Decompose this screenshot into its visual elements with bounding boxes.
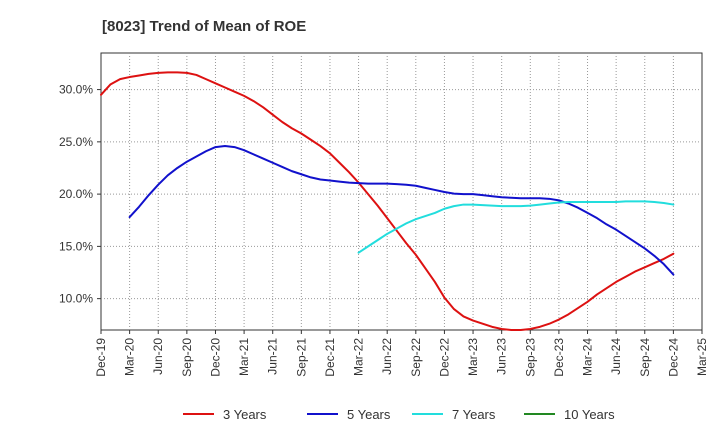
- x-tick-label: Dec-24: [666, 338, 680, 377]
- x-axis: Dec-19 Mar-20 Jun-20 Sep-20 Dec-20 Mar-21 Jun-…: [94, 330, 709, 377]
- y-axis: 10.0% 15.0% 20.0% 25.0% 30.0%: [59, 83, 101, 306]
- x-tick-label: Sep-21: [294, 338, 308, 377]
- x-tick-label: Dec-19: [94, 338, 108, 377]
- x-tick-label: Jun-23: [495, 338, 509, 375]
- series-line-3-years: [100, 71, 675, 331]
- x-tick-label: Dec-23: [552, 338, 566, 377]
- y-tick-label: 15.0%: [59, 239, 93, 253]
- x-tick-label: Sep-20: [180, 338, 194, 377]
- plot-area: [100, 52, 703, 331]
- series-line-7-years: [357, 200, 675, 254]
- x-tick-label: Mar-24: [581, 338, 595, 376]
- x-tick-label: Jun-24: [609, 338, 623, 375]
- series-line-5-years: [128, 145, 675, 276]
- legend-label: 3 Years: [223, 407, 267, 422]
- x-tick-label: Mar-21: [237, 338, 251, 376]
- x-tick-label: Dec-22: [437, 338, 451, 377]
- y-tick-label: 30.0%: [59, 83, 93, 97]
- series-lines: [100, 71, 675, 331]
- legend-item: 3 Years: [183, 407, 267, 422]
- legend-item: 7 Years: [412, 407, 496, 422]
- x-tick-label: Mar-22: [352, 338, 366, 376]
- x-tick-label: Dec-21: [323, 338, 337, 377]
- x-tick-label: Mar-20: [123, 338, 137, 376]
- legend-item: 5 Years: [307, 407, 391, 422]
- legend-label: 7 Years: [452, 407, 496, 422]
- y-tick-label: 20.0%: [59, 187, 93, 201]
- x-tick-label: Jun-20: [151, 338, 165, 375]
- x-tick-label: Mar-23: [466, 338, 480, 376]
- legend-label: 5 Years: [347, 407, 391, 422]
- chart-title: [8023] Trend of Mean of ROE: [102, 18, 306, 35]
- x-tick-label: Sep-24: [638, 338, 652, 377]
- x-tick-label: Mar-25: [695, 338, 709, 376]
- legend-label: 10 Years: [564, 407, 615, 422]
- x-tick-label: Sep-23: [523, 338, 537, 377]
- x-tick-label: Sep-22: [409, 338, 423, 377]
- x-tick-label: Dec-20: [208, 338, 222, 377]
- y-tick-label: 10.0%: [59, 292, 93, 306]
- legend-item: 10 Years: [524, 407, 615, 422]
- y-tick-label: 25.0%: [59, 135, 93, 149]
- x-tick-label: Jun-22: [380, 338, 394, 375]
- x-tick-label: Jun-21: [266, 338, 280, 375]
- legend: 3 Years 5 Years 7 Years 10 Years: [183, 407, 615, 422]
